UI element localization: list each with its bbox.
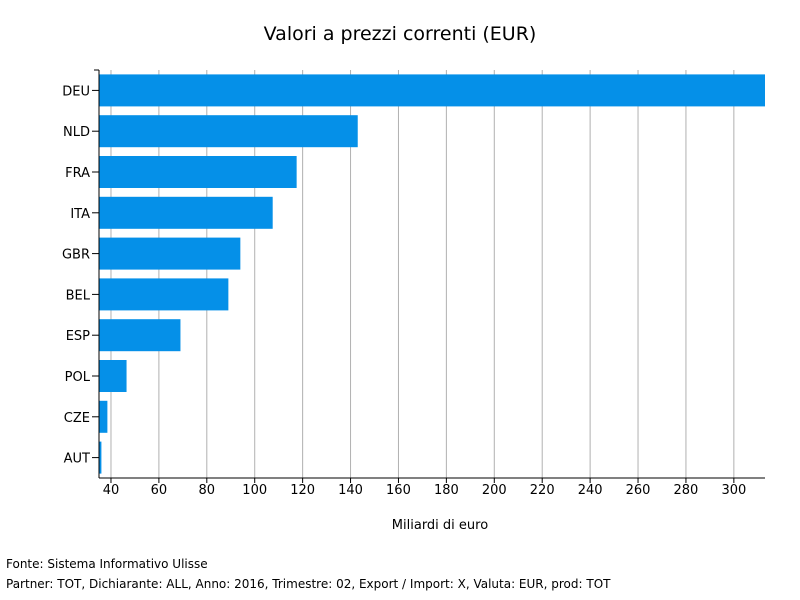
bar-deu: [99, 74, 765, 107]
bar-nld: [99, 115, 358, 148]
x-tick-label: 240: [578, 483, 603, 498]
x-tick-label: 220: [530, 483, 555, 498]
x-tick-label: 100: [242, 483, 267, 498]
y-tick-label: BEL: [66, 288, 91, 303]
y-tick-label: CZE: [64, 411, 90, 426]
y-tick-label: DEU: [62, 84, 90, 99]
y-tick-label: ITA: [70, 207, 90, 222]
x-tick-label: 200: [482, 483, 507, 498]
bar-gbr: [99, 237, 241, 270]
bar-esp: [99, 319, 181, 352]
x-tick-label: 280: [674, 483, 699, 498]
x-tick-label: 60: [151, 483, 168, 498]
y-tick-label: FRA: [65, 166, 90, 181]
x-tick-label: 160: [386, 483, 411, 498]
bars: [99, 74, 765, 474]
x-axis-label: Miliardi di euro: [392, 518, 488, 533]
x-tick-label: 40: [103, 483, 120, 498]
bar-ita: [99, 196, 273, 229]
axes: DEU NLD FRA ITA GBR BEL ESP POL CZE AUT 40 60 80 100 1…: [62, 69, 765, 498]
bar-bel: [99, 278, 229, 311]
x-tick-label: 260: [626, 483, 651, 498]
bar-fra: [99, 156, 297, 188]
x-tick-label: 120: [290, 483, 315, 498]
bar-pol: [99, 360, 127, 392]
y-tick-label: AUT: [64, 452, 90, 467]
bar-cze: [99, 400, 108, 433]
x-tick-label: 80: [199, 483, 216, 498]
x-tick-label: 140: [338, 483, 363, 498]
x-tick-label: 180: [434, 483, 459, 498]
y-tick-label: NLD: [63, 125, 90, 140]
query-details: Partner: TOT, Dichiarante: ALL, Anno: 20…: [6, 577, 611, 591]
y-tick-label: POL: [65, 370, 91, 385]
bar-aut: [99, 441, 102, 474]
chart-title: Valori a prezzi correnti (EUR): [264, 23, 537, 45]
y-tick-label: ESP: [66, 329, 90, 344]
source-note: Fonte: Sistema Informativo Ulisse: [6, 557, 208, 571]
x-tick-label: 300: [721, 483, 746, 498]
y-tick-label: GBR: [62, 248, 90, 263]
